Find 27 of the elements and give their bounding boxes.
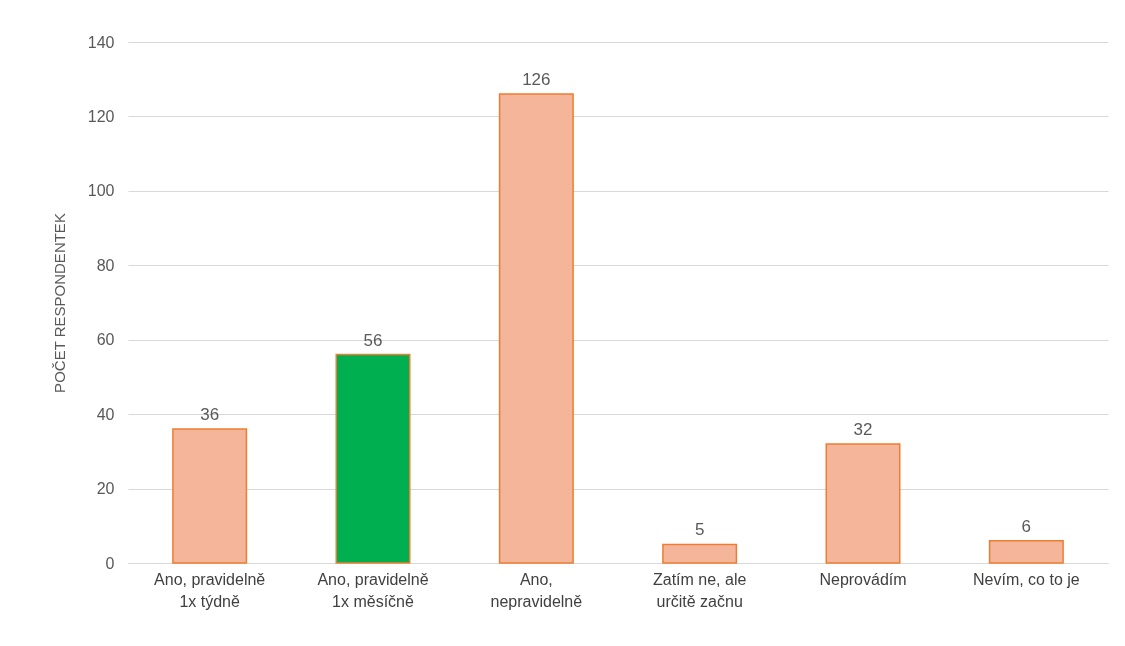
y-tick-label: 120: [87, 107, 115, 125]
bar: [172, 428, 248, 564]
y-tick-label: 20: [96, 480, 115, 498]
y-tick-label: 60: [96, 331, 115, 349]
bar: [335, 353, 411, 564]
bar: [662, 543, 738, 564]
y-tick-label: 100: [87, 182, 115, 200]
data-label: 36: [200, 405, 220, 425]
bar: [498, 93, 574, 564]
x-tick-label: Ano, pravidelně 1x měsíčně: [317, 570, 429, 610]
x-tick-label: Nevím, co to je: [972, 570, 1080, 588]
data-label: 5: [694, 520, 705, 540]
data-label: 6: [1021, 516, 1032, 536]
y-tick-label: 140: [87, 33, 115, 51]
data-label: 32: [853, 419, 873, 439]
data-label: 56: [363, 330, 383, 350]
x-tick-label: Zatím ne, ale určitě začnu: [652, 570, 747, 610]
bar: [825, 443, 901, 564]
bar: [988, 539, 1064, 564]
y-tick-label: 40: [96, 405, 115, 423]
y-axis-title: POČET RESPONDENTEK: [50, 213, 68, 393]
data-label: 126: [522, 70, 551, 90]
x-tick-label: Neprovádím: [819, 570, 907, 588]
y-tick-label: 80: [96, 256, 115, 274]
y-tick-label: 0: [105, 554, 115, 572]
x-tick-label: Ano, pravidelně 1x týdně: [154, 570, 266, 610]
x-tick-label: Ano, nepravidelně: [490, 570, 583, 610]
